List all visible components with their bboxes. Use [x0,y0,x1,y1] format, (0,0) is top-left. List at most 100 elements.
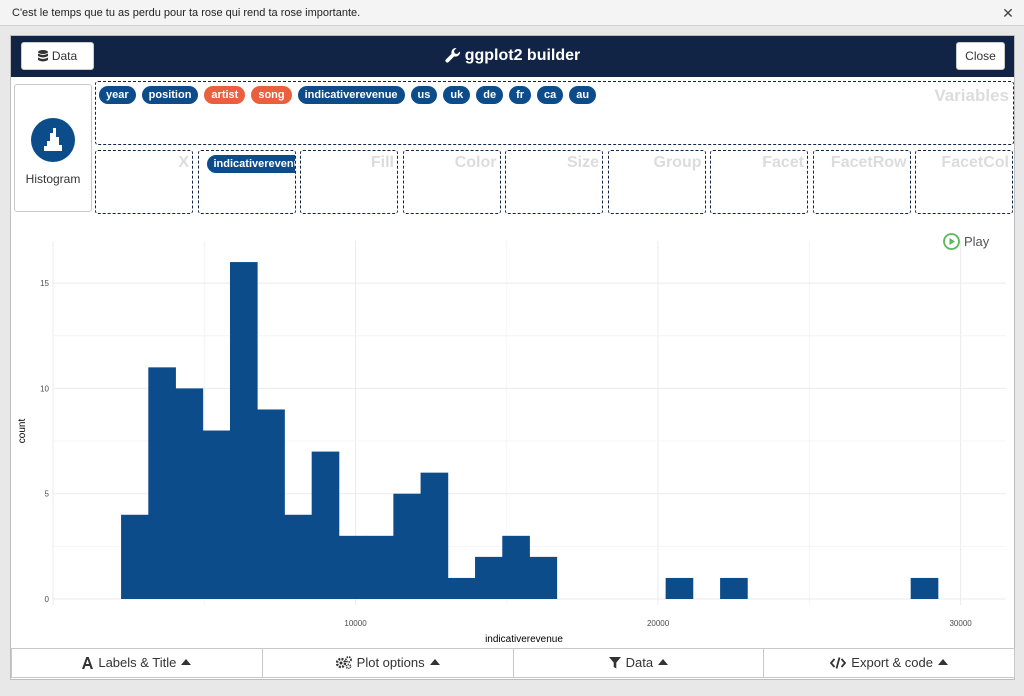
plot-options-label: Plot options [356,655,425,670]
x-tick-label: 20000 [647,619,670,628]
variable-chip-fr[interactable]: fr [509,86,532,104]
notification-message: C'est le temps que tu as perdu pour ta r… [12,7,361,19]
close-button-label: Close [965,49,996,63]
data-filter-label: Data [625,655,654,670]
modal-header: Data ggplot2 builder Close [11,36,1014,77]
font-icon [82,657,94,669]
dropzone-group[interactable]: Group [607,150,706,214]
variable-chip-us[interactable]: us [410,86,438,104]
play-circle-icon [943,233,960,250]
caret-up-icon [658,659,669,665]
histogram-bar [665,577,694,599]
caret-up-icon [937,659,948,665]
bottom-toolbar: Labels & Title Plot options Data Export … [11,648,1015,678]
histogram-bar [393,493,421,599]
close-icon[interactable]: ✕ [1002,5,1014,21]
filter-icon [608,657,621,669]
variable-chip-au[interactable]: au [569,86,597,104]
database-icon [37,50,48,62]
gears-icon [335,656,352,670]
dropzone-size[interactable]: Size [505,150,603,214]
variable-chip-indicativerevenue[interactable]: indicativerevenue [297,86,405,104]
variable-chip-song[interactable]: song [251,86,292,104]
code-icon [830,657,847,669]
histogram-bar [529,556,558,599]
geom-selector[interactable]: Histogram [14,84,92,212]
labels-title-button[interactable]: Labels & Title [11,648,263,678]
export-code-button[interactable]: Export & code [763,648,1015,678]
variable-chip-artist[interactable]: artist [204,86,246,104]
wrench-icon [445,47,460,63]
dropzone-label: X [178,154,189,171]
variable-chip-ca[interactable]: ca [537,86,564,104]
histogram-plot: 0 5 10 15 10000 20000 30000 indicativerevenue… [17,241,1006,645]
dropzone-chip-indicativerevenue[interactable]: indicativerevenue [206,155,295,173]
modal-title-text: ggplot2 builder [464,47,581,64]
histogram-bar [420,472,449,599]
dropzone-label: Facet [762,154,804,171]
variables-dropzone[interactable]: Variables year position artist song indicati… [95,81,1014,145]
x-tick-label: 10000 [344,619,367,628]
histogram-bar [202,430,231,599]
histogram-bar [366,535,394,599]
dropzone-label: Group [653,154,702,171]
geom-label: Histogram [25,172,81,186]
dropzone-label: FacetCol [941,154,1009,171]
histogram-bar [229,262,258,599]
dropzone-x[interactable]: X [95,150,193,214]
play-label: Play [964,234,990,249]
variable-chip-year[interactable]: year [99,86,136,104]
dropzone-label: FacetRow [830,154,907,171]
histogram-bar [338,535,367,599]
histogram-bar [502,535,530,599]
y-tick-label: 5 [45,490,50,499]
play-button[interactable]: Play [943,233,989,250]
dropzone-label: Size [566,154,599,171]
caret-up-icon [429,659,440,665]
variables-heading: Variables [934,86,1009,105]
variable-chip-position[interactable]: position [141,86,199,104]
dropzone-y[interactable]: Yindicativerevenue [197,150,296,214]
histogram-bars [121,262,939,599]
histogram-bar [284,514,313,599]
variable-chip-uk[interactable]: uk [443,86,471,104]
data-button-label: Data [51,49,78,63]
export-code-label: Export & code [851,655,933,670]
close-button[interactable]: Close [956,42,1005,70]
data-filter-button[interactable]: Data [512,648,765,678]
x-axis-label: indicativerevenue [485,634,563,645]
histogram-icon [15,117,91,168]
histogram-bar [447,577,476,599]
histogram-bar [910,577,939,599]
y-tick-label: 10 [40,384,49,393]
variable-chips: year position artist song indicativerevenue u… [99,86,602,104]
dropzone-color[interactable]: Color [402,150,501,214]
y-axis-label: count [17,419,28,444]
histogram-bar [311,451,340,599]
histogram-bar [720,577,748,599]
dropzone-facetcol[interactable]: FacetCol [915,150,1013,214]
histogram-bar [257,409,285,599]
histogram-bar [148,367,176,599]
dropzone-facetrow[interactable]: FacetRow [812,150,911,214]
caret-up-icon [181,659,192,665]
dropzone-label: Color [454,154,497,171]
dropzone-fill[interactable]: Fill [300,150,398,214]
plot-grid [52,241,1006,605]
y-tick-label: 15 [40,279,49,288]
dropzone-facet[interactable]: Facet [710,150,808,214]
x-axis-ticks: 10000 20000 30000 [344,619,972,628]
ggplot-builder-modal: Data ggplot2 builder Close Histogram V [10,35,1015,680]
notification-bar: C'est le temps que tu as perdu pour ta r… [0,0,1024,26]
variable-chip-de[interactable]: de [476,86,504,104]
dropzone-label: Fill [370,154,394,171]
histogram-bar [121,514,149,599]
y-axis-ticks: 0 5 10 15 [40,279,49,604]
y-tick-label: 0 [45,595,50,604]
labels-title-label: Labels & Title [98,655,177,670]
plot-options-button[interactable]: Plot options [261,648,514,678]
data-button[interactable]: Data [21,42,94,70]
x-tick-label: 30000 [949,619,972,628]
histogram-bar [475,556,503,599]
modal-title: ggplot2 builder [11,36,1014,76]
